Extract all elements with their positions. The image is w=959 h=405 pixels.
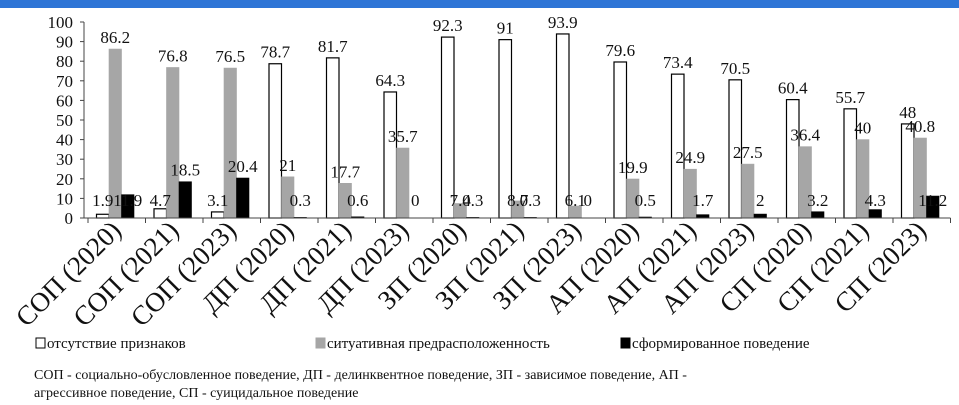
data-label: 40	[854, 119, 871, 138]
data-label: 0.3	[462, 191, 483, 210]
bar-situational	[741, 163, 755, 219]
data-label: 0.5	[635, 191, 656, 210]
bar-no-signs	[613, 61, 628, 219]
y-tick-label: 30	[56, 150, 73, 169]
data-label: 70.5	[720, 59, 750, 78]
data-label: 24.9	[675, 148, 705, 167]
top-banner-strip	[0, 0, 959, 8]
bar-no-signs	[670, 73, 685, 219]
data-label: 4.3	[865, 191, 886, 210]
bar-situational	[396, 147, 410, 219]
data-label: 0.3	[520, 191, 541, 210]
data-label: 1.9	[92, 191, 113, 210]
x-axis: СОП (2020)СОП (2021)СОП (2023)ДП (2020)Д…	[10, 215, 951, 332]
data-label: 2	[756, 191, 765, 210]
data-label: 91	[497, 19, 514, 38]
bar-formed	[811, 211, 825, 219]
data-label: 4.7	[150, 191, 172, 210]
y-tick-label: 40	[56, 131, 73, 150]
legend-swatch	[620, 337, 631, 349]
bar-no-signs	[268, 63, 283, 219]
data-label: 6.1	[565, 191, 586, 210]
bar-no-signs	[325, 57, 340, 219]
abbreviation-note-line-1: СОП - социально-обусловленное поведение,…	[34, 368, 687, 383]
data-label: 20.4	[228, 157, 258, 176]
data-label: 60.4	[778, 79, 808, 98]
data-label: 76.8	[158, 46, 188, 65]
data-label: 0.3	[290, 191, 311, 210]
data-label: 36.4	[790, 126, 820, 145]
data-label: 92.3	[433, 16, 463, 35]
abbreviation-note-line-2: агрессивное поведение, СП - суицидальное…	[34, 386, 359, 401]
y-tick-label: 60	[56, 91, 73, 110]
data-label: 1.7	[692, 191, 714, 210]
bar-formed	[753, 213, 767, 219]
data-label: 35.7	[388, 127, 418, 146]
legend-label: ситуативная предрасположенность	[327, 336, 550, 352]
y-tick-label: 10	[56, 189, 73, 208]
legend-swatch	[315, 337, 326, 349]
data-label: 3.1	[207, 191, 228, 210]
y-tick-label: 50	[56, 111, 73, 130]
data-label: 64.3	[375, 71, 405, 90]
bar-no-signs	[383, 91, 398, 219]
data-label: 48	[899, 103, 916, 122]
data-label: 86.2	[100, 28, 130, 47]
bar-formed	[868, 209, 882, 219]
data-label: 73.4	[663, 53, 693, 72]
data-label: 11.2	[918, 191, 947, 210]
data-label: 79.6	[605, 41, 635, 60]
data-label: 0.6	[347, 191, 368, 210]
y-tick-label: 80	[56, 52, 73, 71]
bar-formed	[236, 177, 250, 219]
data-label: 21	[279, 156, 296, 175]
data-label: 17.7	[330, 162, 360, 181]
data-labels-group: 1.9 86.2 11.9 4.7 76.8 18.5 3.1 76.5 20.4 78.7 21 0…	[92, 13, 947, 210]
data-label: 0	[584, 191, 593, 210]
legend-label: отсутствие признаков	[47, 336, 186, 352]
legend-label: сформированное поведение	[632, 336, 810, 352]
data-label: 18.5	[170, 161, 200, 180]
data-label: 27.5	[733, 143, 763, 162]
data-label: 0	[411, 191, 420, 210]
y-tick-label: 0	[65, 209, 74, 228]
data-label: 78.7	[260, 43, 290, 62]
y-tick-label: 100	[48, 13, 74, 32]
data-label: 3.2	[807, 191, 828, 210]
y-tick-label: 90	[56, 33, 73, 52]
data-label: 40.8	[905, 117, 935, 136]
bar-no-signs	[900, 123, 915, 219]
bar-formed	[178, 181, 192, 219]
data-label: 7.4	[450, 191, 472, 210]
legend-swatch	[35, 337, 46, 349]
y-tick-label: 70	[56, 72, 73, 91]
data-label: 19.9	[618, 158, 648, 177]
data-label: 93.9	[548, 13, 578, 32]
data-label: 8.7	[507, 191, 529, 210]
data-label: 81.7	[318, 37, 348, 56]
data-label: 11.9	[113, 191, 142, 210]
legend: отсутствие признаков ситуативная предрасп…	[35, 336, 810, 352]
data-label: 55.7	[835, 88, 865, 107]
y-tick-label: 20	[56, 170, 73, 189]
bar-no-signs	[785, 99, 800, 219]
data-label: 76.5	[215, 47, 245, 66]
